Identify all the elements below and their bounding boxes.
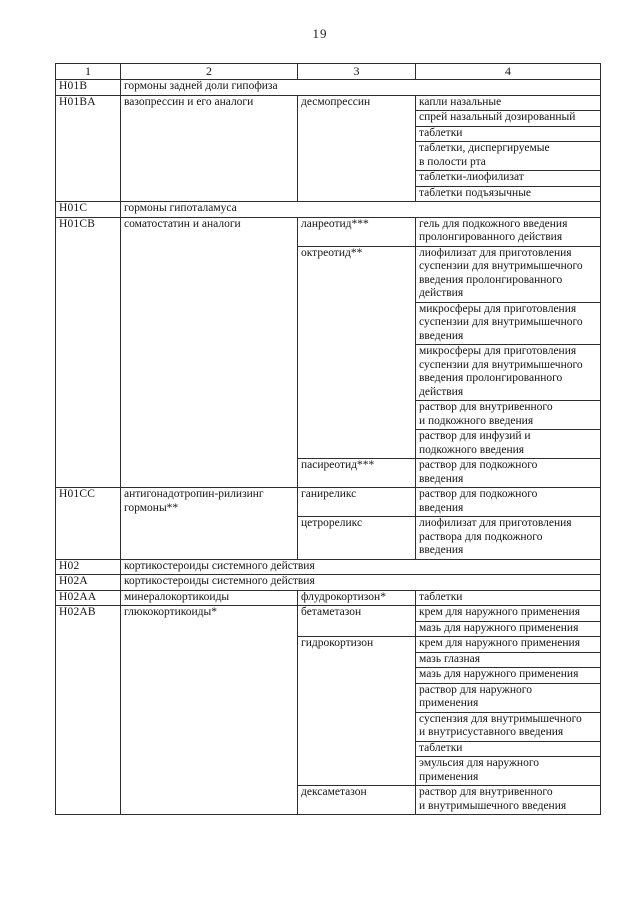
dosage-form-cell: суспензия для внутримышечного и внутрису… [415, 711, 601, 742]
column-header: 1 [55, 63, 121, 80]
table-row: H01B гормоны задней доли гипофиза [55, 79, 601, 96]
dosage-form-cell: таблетки [415, 125, 601, 142]
group-name-cell: кортикостероиды системного действия [120, 558, 601, 575]
dosage-form-cell: крем для наружного применения [415, 636, 601, 653]
drug-name-cell: ганиреликс [297, 487, 416, 517]
table-row: таблетки, диспергируемые в полости рта [56, 141, 601, 171]
dosage-form-cell: раствор для внутривенного и внутримышечн… [415, 785, 601, 815]
dosage-form-cell: раствор для подкожного введения [415, 458, 601, 488]
dosage-form-cell: таблетки [415, 589, 601, 606]
dosage-form-cell: таблетки подъязычные [415, 185, 601, 202]
table-body: H01B гормоны задней доли гипофиза H01BA ваз… [55, 79, 601, 815]
atc-code-cell: H01B [55, 79, 121, 96]
dosage-form-cell: мазь для наружного применения [415, 667, 601, 684]
table-row: H01BA вазопрессин и его аналоги десмопресс… [55, 94, 601, 202]
group-name-cell: глюкокортикоиды* [120, 605, 298, 815]
dosage-form-cell: раствор для наружного применения [415, 682, 601, 713]
table-row: H02A кортикостероиды системного действия [55, 574, 601, 591]
atc-code-cell: H01CC [55, 487, 121, 560]
atc-code-cell: H02AB [55, 605, 121, 815]
atc-code-cell: H01BA [55, 94, 121, 202]
drug-name-cell: десмопрессин [297, 94, 416, 202]
table-row: микросферы для приготовления суспензии д… [56, 301, 601, 345]
drug-name-cell: октреотид** [297, 245, 416, 459]
dosage-form-cell: мазь для наружного применения [415, 620, 601, 637]
drug-name-cell: пасиреотид*** [297, 458, 416, 488]
table-row: H01CB соматостатин и аналоги ланреотид*** г… [55, 216, 601, 488]
table-row: микросферы для приготовления суспензии д… [56, 344, 601, 401]
dosage-form-cell: микросферы для приготовления суспензии д… [415, 301, 601, 345]
table-row: H01CC антигонадотропин-рилизинг гормоны**… [55, 487, 601, 560]
atc-code-cell: H01C [55, 201, 121, 218]
dosage-form-cell: таблетки-лиофилизат [415, 170, 601, 187]
group-name-cell: антигонадотропин-рилизинг гормоны** [120, 487, 298, 560]
table-row: H02 кортикостероиды системного действия [55, 558, 601, 575]
dosage-form-cell: крем для наружного применения [415, 605, 601, 622]
group-name-cell: соматостатин и аналоги [120, 216, 298, 488]
dosage-form-cell: гель для подкожного введения пролонгиров… [415, 216, 601, 247]
atc-code-cell: H01CB [55, 216, 121, 488]
drug-name-cell: флудрокортизон* [297, 589, 416, 606]
drug-name-cell: ланреотид*** [297, 216, 416, 247]
column-header: 2 [120, 63, 298, 80]
dosage-form-cell: раствор для внутривенного и подкожного в… [415, 400, 601, 430]
group-name-cell: вазопрессин и его аналоги [120, 94, 298, 202]
table-row: мазь для наружного применения [56, 620, 601, 637]
table-row: H02AA минералокортикоиды флудрокортизон* та… [55, 589, 601, 606]
table-row: гидрокортизон крем для наружного применен… [56, 636, 601, 786]
drug-name-cell: дексаметазон [297, 785, 416, 815]
group-name-cell: минералокортикоиды [120, 589, 298, 606]
table-row: суспензия для внутримышечного и внутрису… [56, 711, 601, 742]
dosage-form-cell: эмульсия для наружного применения [415, 756, 601, 786]
column-header: 3 [297, 63, 416, 80]
group-name-cell: гормоны гипоталамуса [120, 201, 601, 218]
atc-code-cell: H02 [55, 558, 121, 575]
dosage-form-cell: капли назальные [415, 94, 601, 111]
table-row: раствор для инфузий и подкожного введени… [56, 429, 601, 459]
dosage-form-cell: микросферы для приготовления суспензии д… [415, 344, 601, 401]
atc-code-cell: H02A [55, 574, 121, 591]
table-row: H01C гормоны гипоталамуса [55, 201, 601, 218]
drug-name-cell: гидрокортизон [297, 636, 416, 786]
dosage-form-cell: раствор для инфузий и подкожного введени… [415, 429, 601, 459]
dosage-form-cell: мазь глазная [415, 651, 601, 668]
group-name-cell: гормоны задней доли гипофиза [120, 79, 601, 96]
dosage-form-cell: таблетки, диспергируемые в полости рта [415, 141, 601, 171]
table-row: октреотид** лиофилизат для приготовления … [56, 245, 601, 459]
dosage-form-cell: лиофилизат для приготовления суспензии д… [415, 245, 601, 303]
column-header: 4 [415, 63, 601, 80]
page-number: 19 [312, 26, 328, 41]
drug-name-cell: цетрореликс [297, 516, 416, 560]
table-row: эмульсия для наружного применения [56, 756, 601, 786]
table-row: пасиреотид*** раствор для подкожного введ… [56, 458, 601, 488]
dosage-form-cell: спрей назальный дозированный [415, 110, 601, 127]
atc-code-cell: H02AA [55, 589, 121, 606]
table-row: раствор для наружного применения [56, 682, 601, 713]
dosage-form-cell: раствор для подкожного введения [415, 487, 601, 517]
dosage-form-cell: таблетки [415, 740, 601, 757]
dosage-form-cell: лиофилизат для приготовления раствора дл… [415, 516, 601, 560]
table-row: H02AB глюкокортикоиды* бетаметазон крем для… [55, 605, 601, 815]
drug-name-cell: бетаметазон [297, 605, 416, 637]
table-row: дексаметазон раствор для внутривенного и … [56, 785, 601, 815]
group-name-cell: кортикостероиды системного действия [120, 574, 601, 591]
table-row: цетрореликс лиофилизат для приготовления … [56, 516, 601, 560]
